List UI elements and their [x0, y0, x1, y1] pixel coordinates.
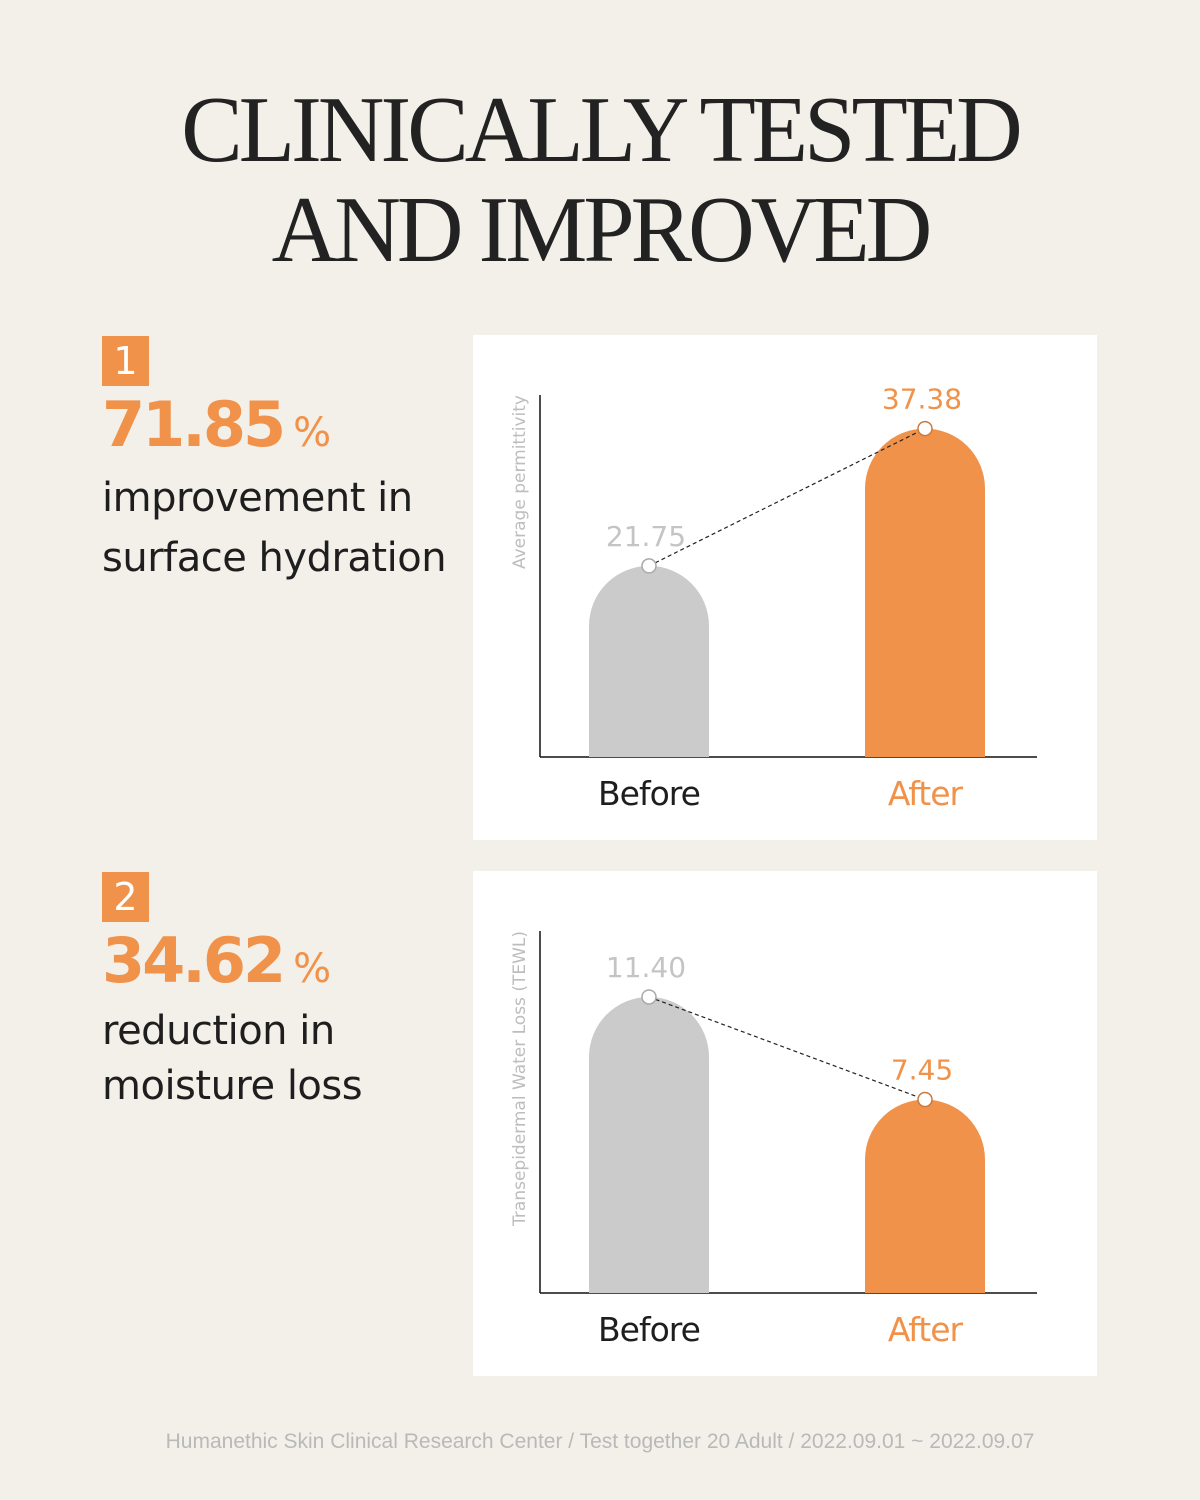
stat-description-line-1: reduction in — [102, 1008, 335, 1054]
stat-badge: 1 — [102, 336, 149, 386]
stat-unit: % — [293, 946, 332, 992]
footer-source: Humanethic Skin Clinical Research Center… — [165, 1430, 1035, 1453]
stat-value: 34.62 — [102, 924, 286, 997]
category-label: After — [888, 774, 964, 813]
stat-description-line-2: moisture loss — [102, 1063, 363, 1109]
stat-badge: 2 — [102, 872, 149, 922]
connector-line — [648, 428, 926, 567]
stat-description-line-2: surface hydration — [102, 535, 447, 581]
category-label: Before — [598, 1310, 700, 1349]
chart-card-hydration: Average permittivity 21.75 Before 37.38 Afte… — [473, 335, 1097, 840]
data-label: 37.38 — [882, 383, 962, 416]
data-point — [917, 1091, 933, 1108]
stat-description-line-1: improvement in — [102, 475, 413, 521]
stat-hydration: 1 71.85% improvement in surface hydratio… — [102, 336, 447, 588]
data-label: 7.45 — [891, 1054, 953, 1087]
category-label: Before — [598, 774, 700, 813]
y-axis-label: Transepidermal Water Loss (TEWL) — [510, 931, 530, 1227]
chart-hydration: Average permittivity 21.75 Before 37.38 Afte… — [510, 383, 1037, 813]
stat-unit: % — [293, 410, 332, 456]
page-title: CLINICALLY TESTED AND IMPROVED — [12, 80, 1188, 280]
stat-percent: 34.62% — [102, 926, 362, 1004]
data-label: 21.75 — [606, 520, 686, 553]
title-line-1: CLINICALLY TESTED — [181, 78, 1022, 182]
data-point — [641, 989, 657, 1005]
stat-value: 71.85 — [102, 388, 286, 461]
data-point — [641, 558, 657, 574]
title-line-2: AND IMPROVED — [271, 178, 933, 282]
bar-before — [589, 565, 709, 757]
bar-after — [865, 1099, 985, 1293]
connector-line — [648, 996, 926, 1101]
bar-after — [865, 428, 985, 757]
chart-tewl: Transepidermal Water Loss (TEWL) 11.40 Bef… — [510, 931, 1037, 1349]
y-axis-label: Average permittivity — [510, 395, 530, 569]
category-label: After — [888, 1310, 964, 1349]
data-point — [917, 420, 933, 437]
stat-percent: 71.85% — [102, 390, 446, 468]
bar-before — [589, 996, 709, 1293]
stat-moisture-loss: 2 34.62% reduction in moisture loss — [102, 872, 363, 1114]
data-label: 11.40 — [606, 951, 686, 984]
chart-card-tewl: Transepidermal Water Loss (TEWL) 11.40 Bef… — [473, 871, 1097, 1376]
